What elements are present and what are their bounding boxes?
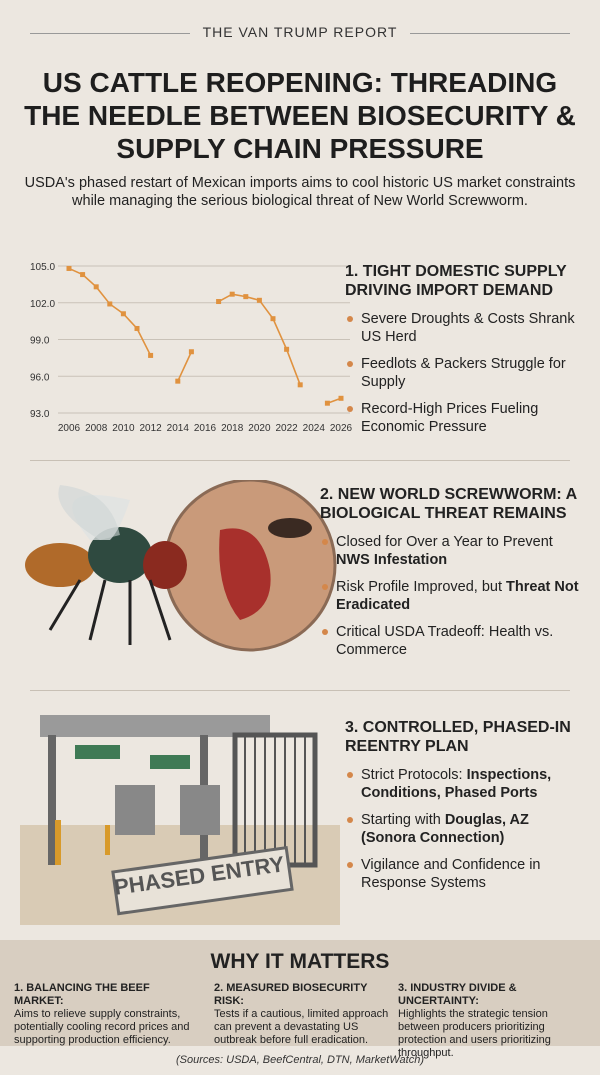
bullet-list: Strict Protocols: Inspections, Condition… bbox=[345, 766, 575, 892]
marker bbox=[256, 297, 262, 303]
x-tick-label: 2026 bbox=[330, 423, 353, 434]
chart: 93.0 96.0 99.0 102.0 105.0 2006 2008 2010 2012 20… bbox=[30, 262, 353, 434]
why-column: 1. BALANCING THE BEEF MARKET: Aims to rel… bbox=[14, 982, 194, 1047]
bullet-list: Closed for Over a Year to Prevent NWS In… bbox=[320, 533, 580, 659]
marker bbox=[66, 265, 72, 271]
marker bbox=[216, 299, 222, 305]
x-tick-label: 2024 bbox=[303, 423, 326, 434]
bullet: Vigilance and Confidence in Response Sys… bbox=[345, 856, 575, 892]
why-box: WHY IT MATTERS 1. BALANCING THE BEEF MAR… bbox=[0, 940, 600, 1059]
marker bbox=[148, 352, 154, 358]
bullet-text: Vigilance and Confidence in Response Sys… bbox=[361, 857, 541, 891]
y-tick-label: 93.0 bbox=[30, 409, 50, 420]
why-body: Highlights the strategic tension between… bbox=[398, 1008, 551, 1059]
x-tick-label: 2014 bbox=[167, 423, 190, 434]
bullet-text: Record-High Prices Fueling Economic Pres… bbox=[361, 401, 539, 435]
divider bbox=[30, 460, 570, 461]
section: 3. CONTROLLED, PHASED-IN REENTRY PLAN Str… bbox=[345, 718, 575, 901]
divider bbox=[30, 690, 570, 691]
marker bbox=[120, 311, 126, 317]
section-heading: 1. TIGHT DOMESTIC SUPPLY DRIVING IMPORT … bbox=[345, 263, 567, 299]
section-heading: 2. NEW WORLD SCREWWORM: A BIOLOGICAL THR… bbox=[320, 486, 577, 522]
why-heading: 1. BALANCING THE BEEF MARKET: bbox=[14, 982, 150, 1007]
y-tick-label: 102.0 bbox=[30, 299, 55, 310]
marker bbox=[243, 294, 249, 300]
rule bbox=[30, 33, 190, 34]
bullet-text: Strict Protocols: bbox=[361, 767, 463, 783]
x-tick-label: 2008 bbox=[85, 423, 108, 434]
x-tick-label: 2010 bbox=[112, 423, 135, 434]
bullet-text: Closed for Over a Year to Prevent bbox=[336, 534, 553, 550]
y-tick-label: 99.0 bbox=[30, 336, 50, 347]
bullet: Record-High Prices Fueling Economic Pres… bbox=[345, 400, 575, 436]
bullet: Severe Droughts & Costs Shrank US Herd bbox=[345, 310, 575, 346]
why-heading: 3. INDUSTRY DIVIDE & UNCERTAINTY: bbox=[398, 982, 517, 1007]
x-tick-label: 2020 bbox=[248, 423, 271, 434]
bullet: Strict Protocols: Inspections, Condition… bbox=[345, 766, 575, 802]
marker bbox=[175, 378, 181, 384]
x-tick-label: 2016 bbox=[194, 423, 217, 434]
y-tick-label: 105.0 bbox=[30, 262, 55, 273]
bullet-list: Severe Droughts & Costs Shrank US Herd Fe… bbox=[345, 310, 575, 436]
why-body: Aims to relieve supply constraints, pote… bbox=[14, 1008, 190, 1046]
bullet-text: Risk Profile Improved, but bbox=[336, 579, 503, 595]
bullet-bold: Threat Not Eradicated bbox=[336, 579, 579, 613]
bullet: Critical USDA Tradeoff: Health vs. Comme… bbox=[320, 623, 580, 659]
bullet: Starting with Douglas, AZ (Sonora Connec… bbox=[345, 811, 575, 847]
gate-illustration: PHASED ENTRY bbox=[20, 715, 340, 925]
rule bbox=[410, 33, 570, 34]
section-heading: 3. CONTROLLED, PHASED-IN REENTRY PLAN bbox=[345, 719, 571, 755]
x-tick-label: 2022 bbox=[275, 423, 298, 434]
section: 1. TIGHT DOMESTIC SUPPLY DRIVING IMPORT … bbox=[345, 262, 575, 445]
bullet: Risk Profile Improved, but Threat Not Er… bbox=[320, 578, 580, 614]
marker bbox=[270, 316, 276, 322]
subtitle: USDA's phased restart of Mexican imports… bbox=[24, 175, 576, 209]
x-tick-label: 2006 bbox=[58, 423, 81, 434]
title: US CATTLE REOPENING: THREADING THE NEEDL… bbox=[24, 67, 576, 164]
bullet-bold: Inspections, Conditions, Phased Ports bbox=[361, 767, 552, 801]
marker bbox=[107, 301, 113, 307]
marker bbox=[134, 325, 140, 331]
marker bbox=[284, 346, 290, 352]
why-title: WHY IT MATTERS bbox=[210, 950, 390, 973]
marker bbox=[188, 349, 194, 355]
bullet-text: Critical USDA Tradeoff: Health vs. Comme… bbox=[336, 624, 554, 658]
marker bbox=[229, 291, 235, 297]
brand: THE VAN TRUMP REPORT bbox=[202, 24, 398, 40]
section: 2. NEW WORLD SCREWWORM: A BIOLOGICAL THR… bbox=[320, 485, 580, 668]
bullet-text: Feedlots & Packers Struggle for Supply bbox=[361, 356, 566, 390]
why-column: 2. MEASURED BIOSECURITY RISK: Tests if a … bbox=[214, 982, 394, 1047]
bullet-text: Severe Droughts & Costs Shrank US Herd bbox=[361, 311, 575, 345]
x-tick-label: 2018 bbox=[221, 423, 244, 434]
why-column: 3. INDUSTRY DIVIDE & UNCERTAINTY: Highlig… bbox=[398, 982, 578, 1060]
marker bbox=[324, 400, 330, 406]
bullet: Closed for Over a Year to Prevent NWS In… bbox=[320, 533, 580, 569]
why-heading: 2. MEASURED BIOSECURITY RISK: bbox=[214, 982, 368, 1007]
bullet-bold: NWS Infestation bbox=[336, 552, 448, 568]
why-body: Tests if a cautious, limited approach ca… bbox=[214, 1008, 389, 1046]
marker bbox=[338, 395, 344, 401]
x-tick-label: 2012 bbox=[139, 423, 162, 434]
marker bbox=[297, 382, 303, 388]
bullet: Feedlots & Packers Struggle for Supply bbox=[345, 355, 575, 391]
bullet-bold: Douglas, AZ (Sonora Connection) bbox=[361, 812, 529, 846]
marker bbox=[93, 284, 99, 290]
sources: (Sources: USDA, BeefCentral, DTN, Market… bbox=[176, 1054, 424, 1066]
y-tick-label: 96.0 bbox=[30, 372, 50, 383]
marker bbox=[80, 272, 86, 278]
bullet-text: Starting with bbox=[361, 812, 441, 828]
fly-illustration bbox=[25, 480, 337, 652]
